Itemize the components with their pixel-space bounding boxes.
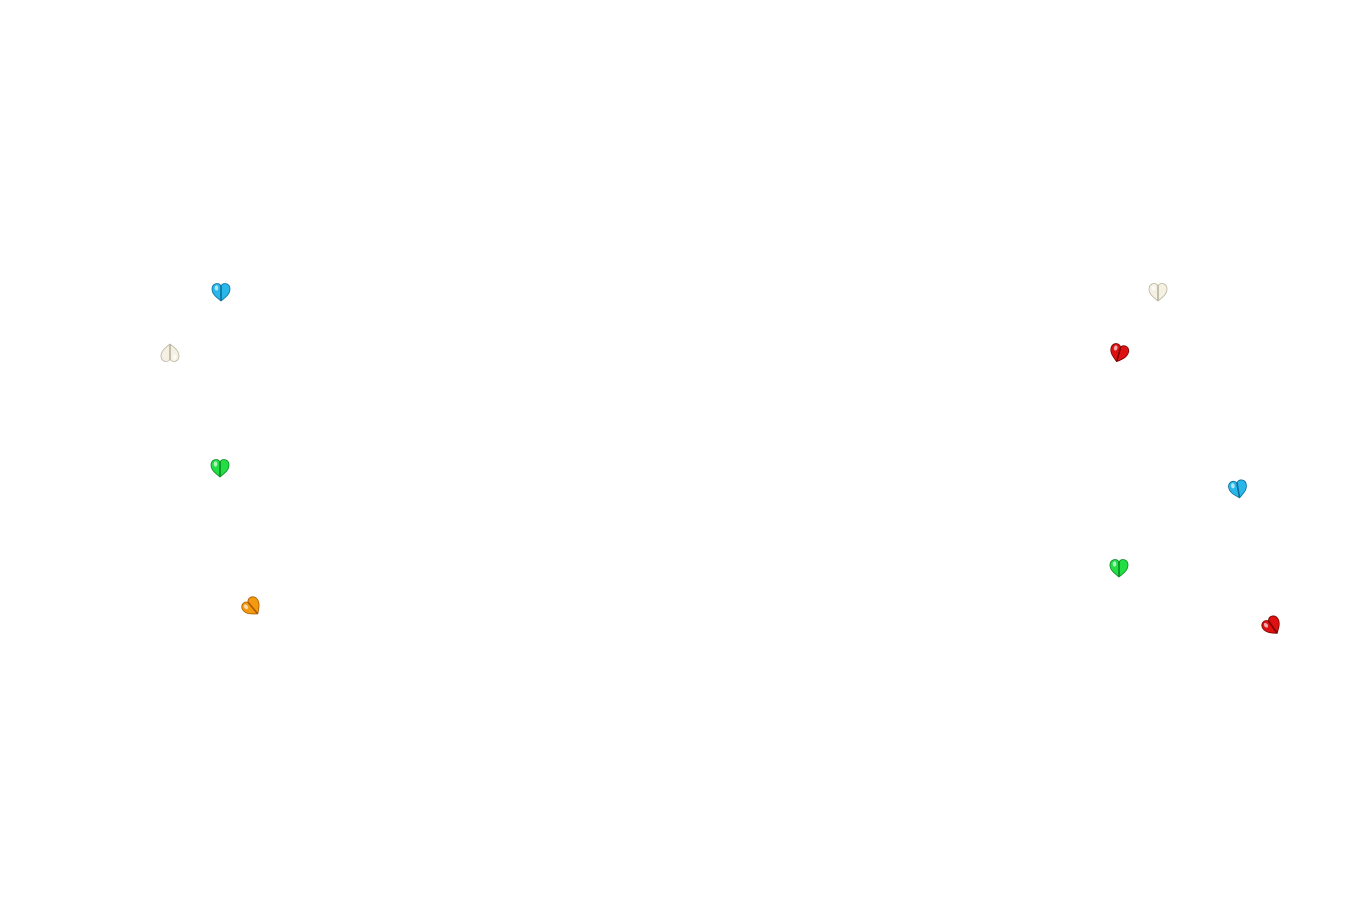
bead-highlight bbox=[214, 285, 219, 291]
bead-right-red[interactable] bbox=[1106, 340, 1133, 367]
heart-bead-icon bbox=[160, 343, 180, 362]
heart-bead-icon bbox=[1148, 283, 1168, 302]
bead-right-red-lower[interactable] bbox=[1257, 611, 1288, 642]
bead-hole bbox=[247, 601, 258, 614]
bead-right-white[interactable] bbox=[1147, 281, 1169, 303]
bead-hole bbox=[1267, 620, 1278, 634]
bead-highlight bbox=[172, 354, 177, 360]
bead-hole bbox=[1116, 346, 1122, 362]
bead-highlight bbox=[213, 461, 218, 467]
heart-bead-icon bbox=[210, 459, 230, 478]
bead-highlight bbox=[1113, 345, 1118, 351]
bead-highlight bbox=[243, 604, 249, 610]
bead-highlight bbox=[1151, 285, 1156, 291]
bead-left-white[interactable] bbox=[159, 342, 181, 364]
bead-highlight bbox=[1112, 561, 1117, 567]
bead-highlight bbox=[1231, 483, 1235, 489]
bead-right-blue[interactable] bbox=[1225, 476, 1250, 501]
heart-bead-icon bbox=[241, 596, 260, 615]
heart-bead-icon bbox=[211, 283, 231, 302]
bead-left-orange[interactable] bbox=[237, 592, 268, 623]
bead-right-green[interactable] bbox=[1108, 557, 1130, 579]
heart-bead-icon bbox=[1109, 559, 1129, 578]
bead-left-blue[interactable] bbox=[210, 281, 232, 303]
bead-left-green[interactable] bbox=[209, 457, 231, 479]
bead-highlight bbox=[1263, 622, 1269, 628]
heart-bead-icon bbox=[1110, 343, 1130, 363]
bead-hole bbox=[1236, 482, 1241, 498]
heart-bead-icon bbox=[1228, 479, 1247, 499]
heart-bead-icon bbox=[1261, 615, 1280, 634]
